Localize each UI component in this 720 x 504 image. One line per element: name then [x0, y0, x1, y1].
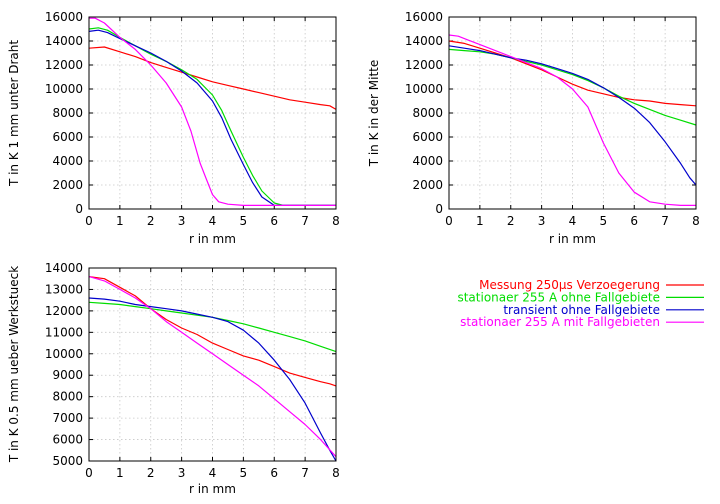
- y-tick-label: 11000: [45, 325, 83, 339]
- y-tick-label: 9000: [52, 368, 83, 382]
- y-tick-label: 5000: [52, 454, 83, 468]
- y-tick-label: 10000: [45, 82, 83, 96]
- x-tick-label: 0: [85, 214, 93, 228]
- plot-frame: [448, 16, 697, 210]
- x-tick-label: 2: [147, 466, 155, 480]
- x-axis-label: r in mm: [189, 232, 236, 246]
- series-line-1: [448, 40, 697, 107]
- x-tick-label: 8: [332, 214, 340, 228]
- x-tick-label: 0: [85, 466, 93, 480]
- y-tick-label: 4000: [52, 154, 83, 168]
- chart-panel-3: 0 1 2 3 4 5 6 7 8 5000 6000 7000 8000 9000 10000 11000 1…: [7, 261, 340, 496]
- y-tick-label: 2000: [412, 178, 443, 192]
- y-tick-label: 0: [435, 202, 443, 216]
- series-line-3: [88, 297, 337, 462]
- x-tick-label: 1: [116, 466, 124, 480]
- y-tick-label: 6000: [52, 433, 83, 447]
- x-tick-label: 2: [147, 214, 155, 228]
- y-tick-label: 10000: [45, 347, 83, 361]
- y-tick-label: 12000: [405, 58, 443, 72]
- x-tick-label: 4: [209, 214, 217, 228]
- y-tick-label: 14000: [45, 34, 83, 48]
- x-tick-label: 6: [270, 466, 278, 480]
- plot-frame: [88, 267, 337, 462]
- x-tick-label: 1: [116, 214, 124, 228]
- plot-frame: [88, 16, 337, 210]
- series-line-1: [88, 276, 337, 387]
- chart-panel-2: 0 1 2 3 4 5 6 7 8 0 2000 4000 6000 8000 10000 12000 1400…: [367, 10, 700, 246]
- y-tick-label: 12000: [45, 58, 83, 72]
- x-tick-label: 1: [476, 214, 484, 228]
- x-axis-label: r in mm: [549, 232, 596, 246]
- x-tick-label: 7: [661, 214, 669, 228]
- chart-panel-1: 0 1 2 3 4 5 6 7 8 0 2000 4000 6000 8000 10000 12000 1400…: [7, 10, 340, 246]
- x-tick-label: 8: [692, 214, 700, 228]
- y-axis-label: T in K in der Mitte: [367, 60, 381, 168]
- y-axis-label: T in K 1 mm unter Draht: [7, 40, 21, 187]
- x-tick-label: 7: [301, 214, 309, 228]
- series-line-4: [448, 34, 696, 206]
- y-tick-label: 8000: [52, 390, 83, 404]
- y-tick-label: 6000: [52, 130, 83, 144]
- x-tick-label: 7: [301, 466, 309, 480]
- y-tick-label: 2000: [52, 178, 83, 192]
- x-tick-label: 0: [445, 214, 453, 228]
- x-tick-label: 5: [240, 214, 248, 228]
- y-tick-label: 8000: [412, 106, 443, 120]
- x-tick-label: 3: [178, 466, 186, 480]
- series-line-4: [89, 17, 336, 206]
- y-tick-label: 16000: [45, 10, 83, 24]
- x-tick-label: 5: [240, 466, 248, 480]
- y-tick-label: 8000: [52, 106, 83, 120]
- x-tick-label: 3: [178, 214, 186, 228]
- series-line-4: [88, 276, 337, 458]
- x-tick-label: 2: [507, 214, 515, 228]
- y-axis-label: T in K 0.5 mm ueber Werkstueck: [7, 266, 21, 463]
- legend-label-4: stationaer 255 A mit Fallgebieten: [460, 315, 660, 329]
- legend-label-3: transient ohne Fallgebiete: [503, 303, 660, 317]
- x-tick-label: 8: [332, 466, 340, 480]
- x-tick-label: 4: [569, 214, 577, 228]
- x-tick-label: 4: [209, 466, 217, 480]
- x-tick-label: 3: [538, 214, 546, 228]
- x-axis-label: r in mm: [189, 482, 236, 496]
- y-tick-label: 10000: [405, 82, 443, 96]
- y-tick-label: 6000: [412, 130, 443, 144]
- y-tick-label: 14000: [405, 34, 443, 48]
- legend-label-1: Messung 250µs Verzoegerung: [479, 278, 660, 292]
- y-tick-label: 14000: [45, 261, 83, 275]
- y-tick-label: 16000: [405, 10, 443, 24]
- y-tick-label: 4000: [412, 154, 443, 168]
- x-tick-label: 6: [630, 214, 638, 228]
- charts-layer: 0 1 2 3 4 5 6 7 80200040006000800010000120001400…: [7, 10, 700, 496]
- x-tick-label: 6: [270, 214, 278, 228]
- y-tick-label: 13000: [45, 282, 83, 296]
- x-tick-label: 5: [600, 214, 608, 228]
- legend-label-2: stationaer 255 A ohne Fallgebiete: [457, 290, 660, 304]
- series-line-3: [448, 45, 697, 186]
- series-line-1: [88, 46, 337, 110]
- y-tick-label: 0: [75, 202, 83, 216]
- y-tick-label: 7000: [52, 411, 83, 425]
- y-tick-label: 12000: [45, 304, 83, 318]
